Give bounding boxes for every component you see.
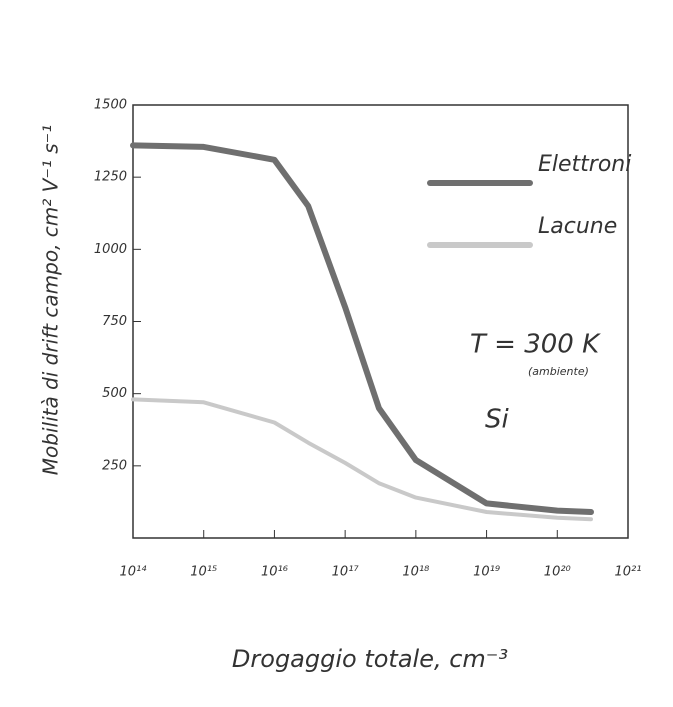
y-axis-label: Mobilità di drift campo, cm² V⁻¹ s⁻¹ [39, 125, 63, 475]
x-tick-label: 10¹⁹ [473, 565, 500, 580]
x-axis-label: Drogaggio totale, cm⁻³ [232, 645, 508, 673]
x-tick-label: 10¹⁶ [261, 565, 288, 580]
annotation: T = 300 K [470, 330, 601, 360]
series-line [130, 142, 594, 515]
annotation: (ambiente) [528, 365, 589, 378]
y-tick-label: 500 [102, 386, 127, 401]
y-tick-label: 1000 [94, 242, 127, 257]
series-line [131, 397, 593, 522]
x-tick-label: 10¹⁸ [402, 565, 429, 580]
x-tick-label: 10¹⁴ [120, 565, 148, 580]
x-tick-label: 10¹⁷ [332, 565, 360, 580]
x-tick-label: 10¹⁵ [190, 565, 217, 580]
y-tick-label: 750 [102, 314, 127, 329]
x-tick-label: 10²¹ [615, 565, 642, 580]
y-tick-label: 1500 [94, 98, 127, 113]
annotation: Si [485, 405, 510, 435]
y-tick-label: 1250 [94, 170, 127, 185]
x-tick-label: 10²⁰ [544, 565, 572, 580]
legend-label: Elettroni [538, 152, 631, 177]
y-tick-label: 250 [102, 458, 127, 473]
legend-label: Lacune [538, 214, 617, 239]
